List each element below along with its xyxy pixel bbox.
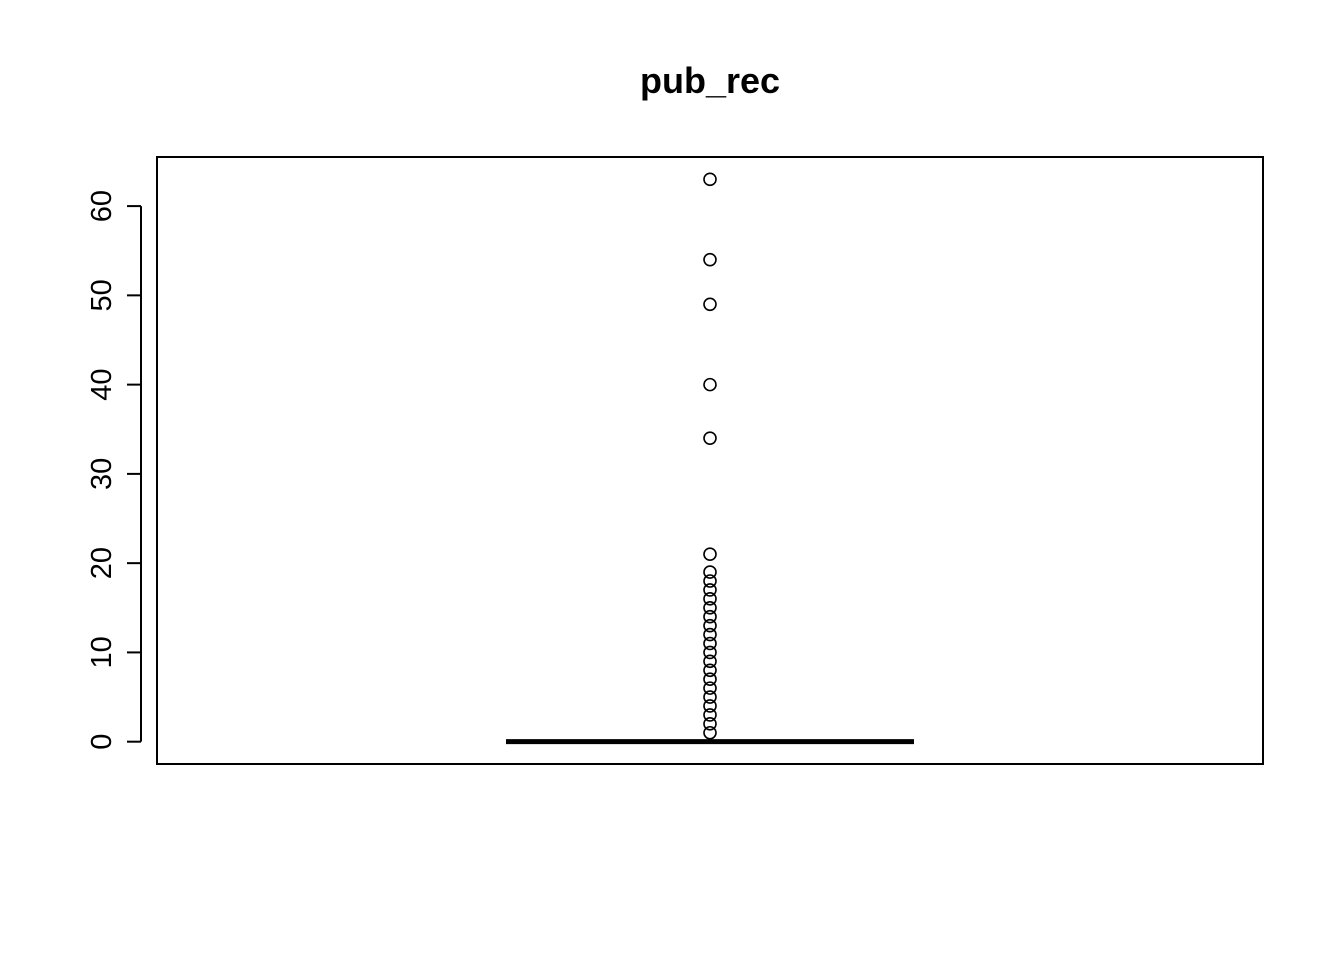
outlier-point: [703, 574, 717, 588]
y-tick-label: 40: [86, 368, 118, 400]
outlier-point: [703, 565, 717, 579]
outlier-point: [703, 636, 717, 651]
outlier-point: [703, 618, 717, 633]
outlier-point: [703, 725, 717, 740]
outlier-point: [703, 645, 717, 660]
outlier-points: [703, 172, 717, 740]
chart-title: pub_rec: [640, 60, 780, 101]
y-tick-label: 20: [86, 547, 118, 579]
y-tick-label: 30: [86, 458, 118, 490]
outlier-point: [703, 583, 717, 597]
outlier-point: [703, 708, 717, 722]
outlier-point: [703, 600, 717, 615]
y-tick-label: 50: [86, 279, 118, 311]
outlier-point: [703, 654, 717, 669]
outlier-point: [703, 609, 717, 624]
outlier-point: [703, 717, 717, 731]
outlier-point: [703, 627, 717, 642]
plot-frame: [156, 156, 1264, 765]
outlier-point: [703, 297, 717, 312]
outlier-point: [703, 547, 717, 562]
outlier-point: [703, 252, 717, 267]
outlier-point: [703, 663, 717, 678]
outlier-point: [703, 699, 717, 713]
y-tick-label: 10: [86, 636, 118, 668]
y-axis-ticks: 0 10 20 30 40 50 60: [86, 190, 141, 750]
outlier-point: [703, 172, 717, 187]
y-tick-label: 60: [86, 190, 118, 222]
outlier-point: [703, 431, 717, 445]
outlier-point: [703, 592, 717, 606]
outlier-point: [703, 672, 717, 686]
outlier-point: [703, 681, 717, 695]
y-tick-label: 0: [86, 734, 118, 750]
outlier-point: [703, 377, 717, 392]
outlier-point: [703, 690, 717, 704]
